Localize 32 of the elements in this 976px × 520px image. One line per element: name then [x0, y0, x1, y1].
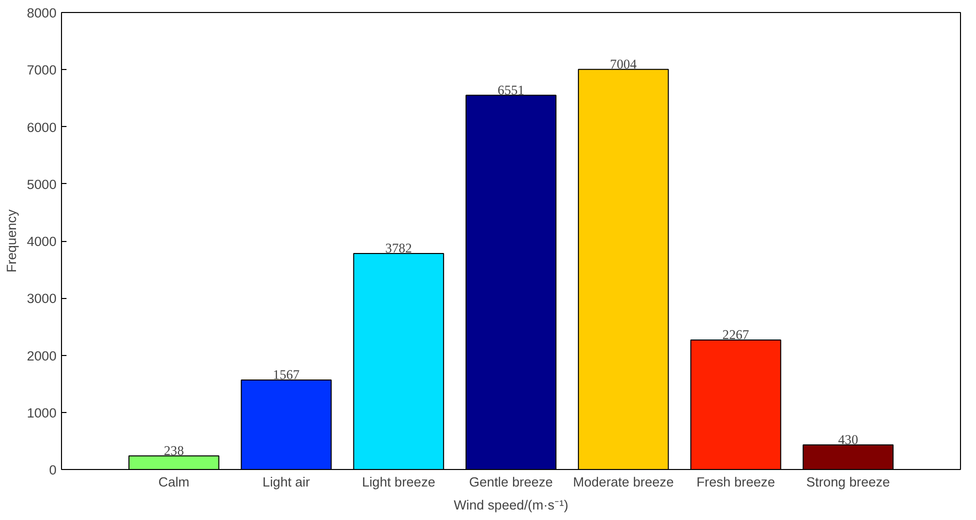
x-tick-label: Moderate breeze [572, 474, 674, 490]
x-tick-label: Calm [158, 474, 190, 490]
y-tick-label: 2000 [26, 348, 57, 364]
x-tick-label: Light air [262, 474, 311, 490]
y-axis-title: Frequency [4, 209, 19, 272]
data-label: 238 [164, 442, 184, 458]
bar [240, 379, 332, 470]
x-tick-label: Fresh breeze [696, 474, 776, 490]
x-axis-title: Wind speed/(m·s⁻¹) [454, 498, 568, 512]
y-tick-label: 1000 [26, 405, 57, 420]
bar [128, 455, 220, 470]
data-label: 430 [838, 432, 858, 447]
y-tick-label: 3000 [26, 291, 57, 306]
y-tick-label: 0 [49, 462, 57, 478]
data-label: 3782 [385, 240, 412, 256]
y-tick-label: 6000 [26, 120, 57, 135]
data-label: 7004 [610, 56, 638, 72]
y-tick-label: 4000 [26, 234, 57, 249]
bar [353, 252, 444, 470]
x-tick-label: Light breeze [362, 474, 436, 490]
x-tick-label: Strong breeze [806, 474, 890, 490]
bar [466, 94, 556, 470]
data-label: 2267 [722, 327, 750, 342]
y-tick-label: 5000 [26, 176, 57, 192]
y-tick-label: 7000 [26, 62, 57, 78]
bar [690, 340, 782, 470]
y-tick-label: 8000 [26, 6, 57, 20]
bar [802, 444, 894, 470]
data-label: 1567 [272, 366, 300, 382]
bar [578, 68, 669, 470]
x-tick-label: Gentle breeze [469, 474, 553, 490]
data-label: 6551 [498, 82, 524, 98]
